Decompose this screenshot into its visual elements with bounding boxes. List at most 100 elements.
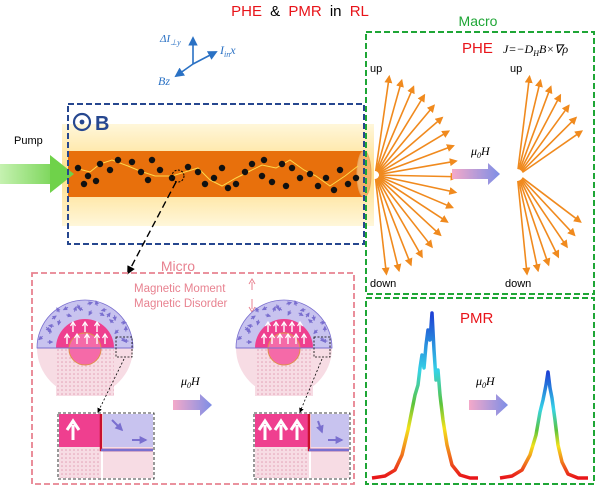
moment-arrow <box>88 310 93 316</box>
phe-ray <box>518 78 543 170</box>
field-label-macro: μ0H <box>470 144 491 160</box>
moment-arrow <box>56 307 61 313</box>
scatterer-dot <box>74 164 82 172</box>
pmr-label: PMR <box>460 310 494 327</box>
phe-ray <box>378 175 455 209</box>
moment-arrow <box>255 307 260 313</box>
phe-ray <box>521 178 576 237</box>
phe-ray <box>378 174 458 195</box>
moment-arrow <box>106 312 111 318</box>
macro-box <box>365 31 595 295</box>
moment-arrow <box>94 300 100 306</box>
title-in: in <box>330 3 342 20</box>
moment-arrow <box>305 312 310 318</box>
moment-arrowhead <box>272 320 280 327</box>
moment-arrowhead <box>260 332 268 339</box>
phe-ray <box>378 172 459 181</box>
moment-arrow <box>57 319 62 326</box>
title-phe: PHE <box>231 3 262 20</box>
phe-ray <box>517 180 531 276</box>
moment-arrow <box>244 326 250 332</box>
phe-ray <box>517 74 533 170</box>
micro-label: Micro <box>161 258 195 274</box>
moment-arrow <box>87 301 94 306</box>
moment-arrow <box>100 307 107 313</box>
scatterer-dot <box>218 164 226 172</box>
axis-right-label: Iinx <box>219 43 236 59</box>
phe-ray <box>520 104 570 172</box>
right-up-label: up <box>510 63 522 75</box>
axis-top-label: ΔI⊥y <box>159 33 181 47</box>
title-rl: RL <box>350 3 369 20</box>
moment-arrowhead <box>63 332 71 339</box>
moment-arrowhead <box>101 332 109 339</box>
scatterer-dot <box>260 156 268 164</box>
random-laser-tube <box>62 124 374 226</box>
title-amp: & <box>270 3 280 20</box>
laser-region-box <box>67 103 365 245</box>
pmr-spectrum-after <box>499 370 588 480</box>
moment-arrowhead <box>288 320 296 327</box>
moment-arrowhead <box>73 332 81 339</box>
moment-arrow <box>66 313 73 318</box>
phe-ray <box>377 116 444 174</box>
scatterer-dot <box>128 158 136 166</box>
scatterer-dot <box>296 174 304 182</box>
moment-arrow <box>237 335 243 341</box>
zoom-target-circle <box>171 169 185 183</box>
moment-arrow <box>313 329 318 335</box>
moment-arrow <box>99 311 105 317</box>
scatterer-dot <box>80 180 88 188</box>
pump-label: Pump <box>14 135 43 147</box>
moment-disorder-arrows-icon <box>248 278 256 313</box>
scatterer-dot <box>344 180 352 188</box>
phe-ray <box>378 158 458 176</box>
inset-before <box>57 412 155 480</box>
moment-arrow <box>62 306 69 311</box>
moment-arrow <box>293 300 299 306</box>
scatterer-dot <box>144 176 152 184</box>
phe-ray <box>375 178 402 273</box>
phe-ray <box>377 177 433 249</box>
title-pmr: PMR <box>288 3 322 20</box>
scatterer-dot <box>224 184 232 192</box>
moment-arrowhead <box>264 320 272 327</box>
left-up-label: up <box>370 63 382 75</box>
phe-fan-before <box>374 74 459 276</box>
phe-ray <box>521 177 582 223</box>
moment-arrow <box>247 323 253 329</box>
scatterer-dot <box>148 156 156 164</box>
moment-arrowhead <box>93 332 101 339</box>
phe-ray <box>519 179 560 259</box>
phe-ray <box>378 176 449 223</box>
moment-arrow <box>299 307 306 313</box>
moment-arrow <box>261 306 268 311</box>
moment-arrow <box>250 315 256 320</box>
moment-arrow <box>256 319 261 326</box>
scatterer-dot <box>314 182 322 190</box>
scatterer-dot <box>210 174 218 182</box>
scatterer-dot <box>248 160 256 168</box>
scatterer-particles <box>74 156 360 194</box>
moment-arrowhead <box>296 320 304 327</box>
pmr-spectrum-before <box>371 311 478 480</box>
scatterer-dot <box>336 166 344 174</box>
macro-label: Macro <box>459 13 498 29</box>
scatterer-dot <box>232 180 240 188</box>
moment-arrow <box>298 311 304 317</box>
phe-ray <box>378 144 455 175</box>
moment-arrow <box>276 307 283 312</box>
inset-zoom-arrow-after <box>299 358 323 413</box>
phe-label: PHE <box>462 40 493 57</box>
phe-ray <box>521 116 578 173</box>
moment-arrowhead <box>280 320 288 327</box>
scatterer-dot <box>306 170 314 178</box>
phe-ray <box>377 104 436 173</box>
particle-micro-after <box>235 299 333 396</box>
phe-ray <box>376 93 426 173</box>
moment-arrow <box>48 323 54 329</box>
moment-arrowhead <box>83 332 91 339</box>
scatterer-dot <box>278 160 286 168</box>
scatterer-dot <box>268 178 276 186</box>
